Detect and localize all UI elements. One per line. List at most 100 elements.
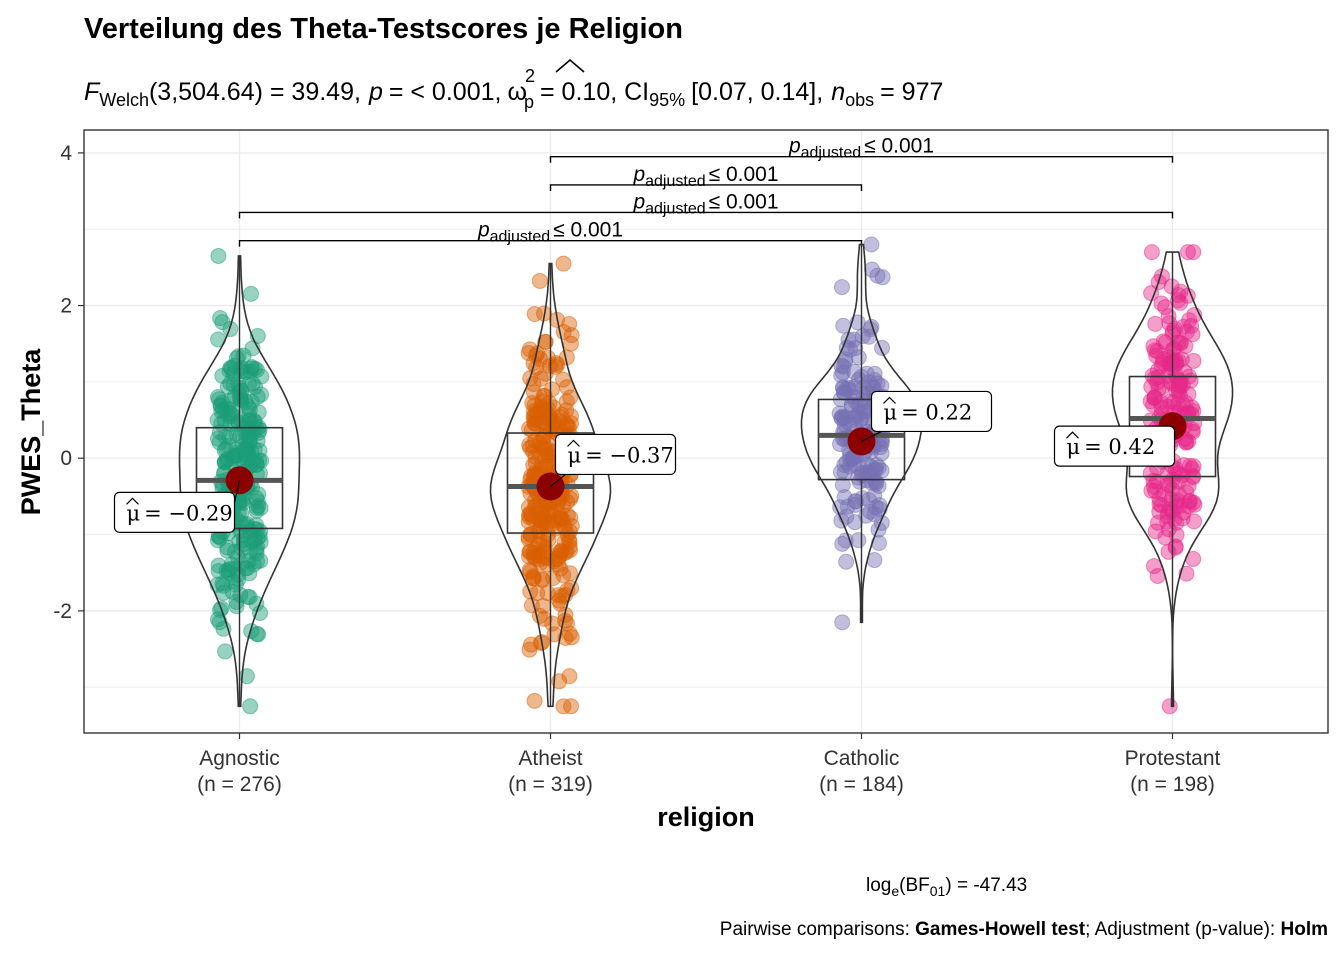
caption-pairwise: Pairwise comparisons: Games-Howell test;…: [720, 919, 1328, 940]
group-catholic: μ = 0.22: [800, 236, 993, 631]
comparison-bracket: padjusted ≤ 0.001: [549, 163, 863, 191]
mean-label-box: [870, 390, 993, 433]
x-tick-count-label: (n = 276): [197, 773, 282, 796]
data-point: [863, 236, 880, 253]
subtitle-ci-text: [0.07, 0.14],: [691, 78, 823, 106]
data-point: [252, 604, 269, 621]
data-point: [521, 548, 538, 565]
data-point: [525, 570, 542, 587]
caption-bayes-factor: loge(BF01) = -47.43: [866, 875, 1027, 899]
x-tick-count-label: (n = 198): [1130, 773, 1215, 796]
data-point: [241, 589, 258, 606]
data-point: [1153, 497, 1170, 514]
mean-label-connector: [550, 473, 566, 487]
data-point: [562, 389, 579, 406]
subtitle-n-symbol: n: [831, 78, 845, 106]
data-point: [537, 333, 554, 350]
x-axis-title: religion: [657, 802, 755, 832]
data-point: [833, 279, 850, 296]
x-tick-count-label: (n = 319): [508, 773, 593, 796]
bracket-label-part: p: [632, 190, 645, 213]
data-point: [1143, 244, 1160, 261]
data-point: [871, 497, 888, 514]
y-tick-label: 2: [60, 295, 72, 318]
data-point: [838, 553, 855, 570]
subtitle-test-symbol: F: [84, 78, 101, 106]
bracket-label-part: ≤ 0.001: [864, 135, 934, 158]
data-point: [213, 415, 230, 432]
data-point: [525, 384, 542, 401]
data-point: [1185, 244, 1202, 261]
data-point: [1185, 458, 1202, 475]
data-point: [834, 535, 851, 552]
data-point: [563, 698, 580, 715]
data-point: [214, 575, 231, 592]
mean-hat: [126, 497, 139, 505]
data-point: [527, 455, 544, 472]
data-point: [1149, 343, 1166, 360]
x-tick-label: Agnostic: [199, 747, 280, 770]
bracket-label: padjusted ≤ 0.001: [477, 219, 623, 246]
y-axis-ticks: 4 2 0 -2: [53, 142, 84, 623]
data-point: [212, 397, 229, 414]
x-tick-count-label: (n = 184): [819, 773, 904, 796]
group-protestant: μ = 0.42: [1053, 244, 1234, 715]
data-point: [559, 526, 576, 543]
data-point: [557, 629, 574, 646]
data-point: [558, 416, 575, 433]
data-point: [1180, 498, 1197, 515]
data-point: [864, 261, 881, 278]
mean-value: = −0.37: [585, 443, 674, 467]
data-point: [230, 447, 247, 464]
mean-label-box: [554, 433, 677, 476]
data-point: [521, 543, 538, 560]
data-point: [1161, 698, 1178, 715]
comparison-bracket: padjusted ≤ 0.001: [238, 219, 863, 247]
data-point: [530, 522, 547, 539]
subtitle-stat: (3,504.64) = 39.49,: [149, 78, 361, 106]
data-point: [248, 361, 265, 378]
subtitle-ci-sub: 95%: [649, 90, 685, 110]
data-point: [239, 515, 256, 532]
data-point: [869, 267, 886, 284]
data-point: [547, 358, 564, 375]
data-point: [850, 371, 867, 388]
data-point: [561, 668, 578, 685]
data-point: [251, 442, 268, 459]
y-tick-label: 4: [60, 142, 72, 165]
groups-layer: μ = −0.29μ = −0.37μ = 0.22μ = 0.42: [113, 236, 1234, 715]
mean-hat: [567, 439, 580, 447]
data-point: [1167, 356, 1184, 373]
data-point: [853, 410, 870, 427]
data-point: [531, 272, 548, 289]
data-point: [1159, 513, 1176, 530]
panel-border: [83, 129, 1329, 734]
data-point: [242, 698, 259, 715]
data-point: [836, 384, 853, 401]
mean-label-box: [113, 491, 236, 533]
data-point: [527, 448, 544, 465]
data-point: [1147, 315, 1164, 332]
y-axis-title: PWES_Theta: [16, 348, 46, 516]
data-point: [217, 453, 234, 470]
bracket-label: padjusted ≤ 0.001: [632, 163, 778, 190]
data-point: [210, 557, 227, 574]
data-point: [1178, 565, 1195, 582]
subtitle-n-text: = 977: [880, 78, 943, 106]
data-point: [850, 532, 867, 549]
violin-outline: [178, 255, 301, 708]
subtitle-effect-text: = 0.10, CI: [540, 78, 649, 106]
data-point: [238, 417, 255, 434]
group-agnostic: μ = −0.29: [113, 247, 301, 715]
bracket-label-part: p: [477, 219, 490, 242]
data-point: [551, 673, 568, 690]
comparison-bracket: padjusted ≤ 0.001: [238, 190, 1174, 219]
bracket-label-part: ≤ 0.001: [553, 219, 623, 242]
bracket-label-part: adjusted: [645, 200, 706, 217]
data-point: [210, 247, 227, 264]
data-point: [1181, 493, 1198, 510]
data-point: [242, 431, 259, 448]
bracket-line: [238, 211, 1174, 219]
